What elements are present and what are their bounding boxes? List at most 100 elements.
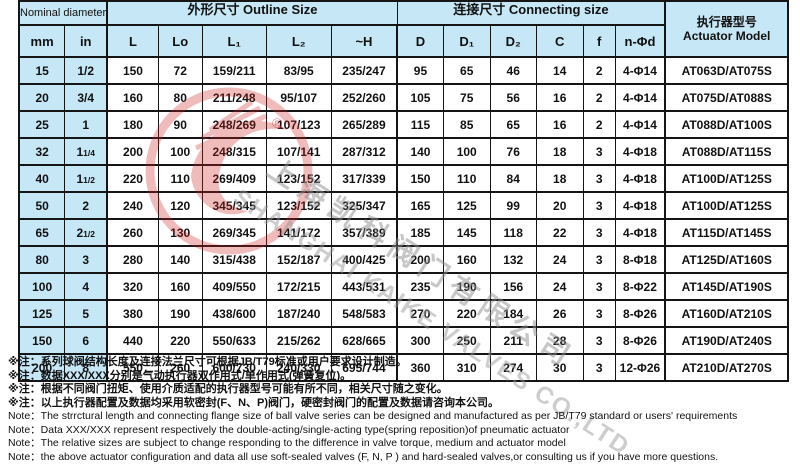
cell-f: 2: [582, 56, 616, 85]
cell-D: 360: [396, 353, 444, 382]
col-header-C: C: [535, 24, 584, 58]
cell-C: 18: [535, 137, 584, 166]
cell-model: AT145D/AT190S: [664, 272, 789, 301]
cell-D: 165: [396, 191, 444, 220]
cell-C: 22: [535, 218, 584, 247]
cell-D1: 75: [442, 83, 491, 112]
header-group-label: 外形尺寸 Outline Size: [187, 1, 318, 17]
cell-f: 3: [582, 245, 616, 274]
header-group-nominal: Nominal diameter: [18, 0, 108, 26]
cell-f: 3: [582, 353, 616, 382]
cell-nd: 4-Φ14: [614, 56, 666, 85]
cell-L2: 83/95: [265, 56, 332, 85]
cell-L1: 159/211: [201, 56, 267, 85]
cell-L2: 123/152: [265, 191, 332, 220]
cell-D2: 46: [489, 56, 537, 85]
cell-C: 18: [535, 164, 584, 193]
cell-L2: 107/141: [265, 137, 332, 166]
cell-L1: 600/730: [201, 353, 267, 382]
cell-Lo: 90: [157, 110, 203, 139]
cell-mm: 40: [18, 164, 66, 193]
inch-fraction: 1/2: [83, 174, 95, 185]
cell-D: 140: [396, 137, 444, 166]
cell-D2: 76: [489, 137, 537, 166]
cell-H: 548/583: [330, 299, 398, 328]
cell-Lo: 110: [157, 164, 203, 193]
cell-L: 440: [106, 326, 159, 355]
cell-D2: 211: [489, 326, 537, 355]
cell-model: AT088D/AT115S: [664, 137, 789, 166]
cell-L: 160: [106, 83, 159, 112]
col-header-f: f: [582, 24, 616, 58]
cell-model: AT210D/AT270S: [664, 353, 789, 382]
cell-model: AT075D/AT088S: [664, 83, 789, 112]
cell-D2: 132: [489, 245, 537, 274]
cell-L1: 269/409: [201, 164, 267, 193]
col-header-inch: in: [64, 24, 108, 58]
cell-D2: 84: [489, 164, 537, 193]
cell-nd: 4-Φ14: [614, 110, 666, 139]
cell-f: 3: [582, 164, 616, 193]
cell-D: 185: [396, 218, 444, 247]
cell-C: 14: [535, 56, 584, 85]
cell-D1: 190: [442, 272, 491, 301]
cell-H: 400/425: [330, 245, 398, 274]
cell-D1: 110: [442, 164, 491, 193]
cell-D1: 160: [442, 245, 491, 274]
cell-L2: 95/107: [265, 83, 332, 112]
cell-D2: 274: [489, 353, 537, 382]
cell-D: 270: [396, 299, 444, 328]
cell-H: 443/531: [330, 272, 398, 301]
cell-L1: 211/248: [201, 83, 267, 112]
cell-L: 260: [106, 218, 159, 247]
cell-C: 26: [535, 299, 584, 328]
cell-Lo: 160: [157, 272, 203, 301]
actuator-header-label_cn: 执行器型号: [696, 15, 757, 29]
cell-Lo: 190: [157, 299, 203, 328]
cell-D2: 99: [489, 191, 537, 220]
cell-L2: 152/187: [265, 245, 332, 274]
note-en-line: Note：The relative sizes are subject to c…: [8, 437, 566, 449]
cell-inch: 11/2: [64, 164, 108, 193]
cell-Lo: 130: [157, 218, 203, 247]
note-en-line: Note：the above actuator configuration an…: [8, 450, 719, 463]
cell-D: 115: [396, 110, 444, 139]
cell-D: 235: [396, 272, 444, 301]
cell-L2: 123/152: [265, 164, 332, 193]
cell-mm: 25: [18, 110, 66, 139]
cell-nd: 4-Φ18: [614, 218, 666, 247]
cell-L1: 409/550: [201, 272, 267, 301]
cell-L1: 248/269: [201, 110, 267, 139]
notes-english: Note：The strrctural length and connectin…: [8, 410, 737, 464]
cell-mm: 32: [18, 137, 66, 166]
cell-inch: 6: [64, 326, 108, 355]
note-cn-line: ※注：系列球阀结构长度及连接法兰尺寸可根据JB/T79标准或用户要求设计制造。: [8, 356, 407, 368]
cell-H: 357/389: [330, 218, 398, 247]
cell-nd: 8-Φ26: [614, 299, 666, 328]
cell-D1: 145: [442, 218, 491, 247]
cell-model: AT100D/AT125S: [664, 191, 789, 220]
cell-H: 695/744: [330, 353, 398, 382]
cell-inch: 3: [64, 245, 108, 274]
cell-f: 2: [582, 83, 616, 112]
header-group-label: 连接尺寸 Connecting size: [453, 1, 609, 17]
cell-nd: 4-Φ14: [614, 83, 666, 112]
valve-spec-table: Nominal diameter 外形尺寸 Outline Size 连接尺寸 Co…: [18, 0, 790, 382]
cell-mm: 80: [18, 245, 66, 274]
cell-D: 300: [396, 326, 444, 355]
cell-D1: 85: [442, 110, 491, 139]
col-header-Lo: Lo: [157, 24, 203, 58]
cell-L1: 550/633: [201, 326, 267, 355]
notes-block: ※注：系列球阀结构长度及连接法兰尺寸可根据JB/T79标准或用户要求设计制造。 ※…: [8, 356, 737, 464]
cell-D: 150: [396, 164, 444, 193]
col-header-L1: L₁: [201, 24, 267, 58]
cell-mm: 50: [18, 191, 66, 220]
note-cn-line: ※注：数据XXX/XXX分别是气动执行器双作用式/单作用式(弹簧复位)。: [8, 369, 352, 382]
cell-mm: 125: [18, 299, 66, 328]
cell-L2: 187/240: [265, 299, 332, 328]
col-header-mm: mm: [18, 24, 66, 58]
cell-nd: 8-Φ22: [614, 272, 666, 301]
cell-f: 3: [582, 137, 616, 166]
cell-D1: 220: [442, 299, 491, 328]
